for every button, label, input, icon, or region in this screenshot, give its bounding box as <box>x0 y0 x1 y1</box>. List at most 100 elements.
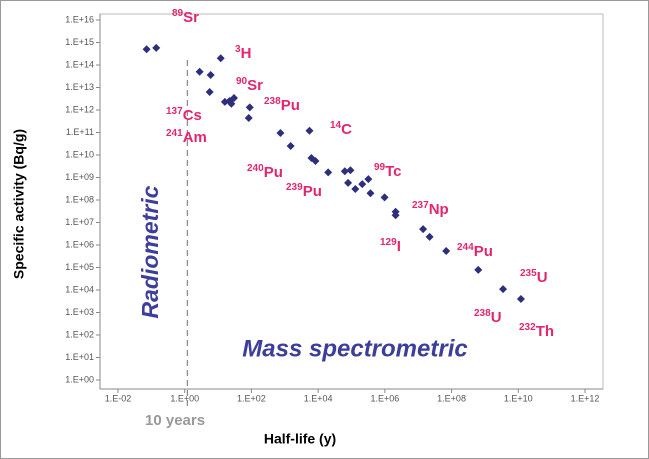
isotope-mass: 14 <box>330 120 342 131</box>
point <box>227 99 236 108</box>
y-tick-label: 1.E+14 <box>65 59 94 69</box>
isotope-mass: 3 <box>235 44 241 55</box>
point <box>305 126 314 135</box>
isotope-label: 99Tc <box>374 162 402 180</box>
point <box>391 211 400 220</box>
isotope-mass: 232 <box>519 322 536 333</box>
x-tick-label: 1.E+08 <box>437 393 466 403</box>
y-tick-label: 1.E+04 <box>65 284 94 294</box>
isotope-mass: 237 <box>412 200 429 211</box>
isotope-symbol: Th <box>536 323 554 340</box>
x-tick-label: 1.E+12 <box>571 393 600 403</box>
isotope-mass: 238 <box>474 308 491 319</box>
isotope-symbol: Np <box>429 201 449 218</box>
y-tick-label: 1.E+02 <box>65 329 94 339</box>
point <box>245 103 254 112</box>
isotope-symbol: I <box>397 238 401 255</box>
isotope-symbol: Sr <box>247 77 263 94</box>
y-tick-label: 1.E+16 <box>65 14 94 24</box>
point <box>276 129 285 138</box>
isotope-label: 239Pu <box>286 182 322 200</box>
x-tick-label: 1.E+00 <box>170 393 199 403</box>
isotope-mass: 241 <box>166 128 183 139</box>
isotope-label: 235U <box>520 268 548 286</box>
point <box>340 167 349 176</box>
isotope-mass: 137 <box>166 106 183 117</box>
point <box>499 285 508 294</box>
isotope-label: 129I <box>380 237 401 255</box>
point <box>364 175 373 184</box>
isotope-symbol: H <box>241 45 252 62</box>
isotope-label: 238U <box>474 308 502 326</box>
point <box>442 247 451 256</box>
isotope-mass: 238 <box>264 96 281 107</box>
isotope-mass: 240 <box>247 163 264 174</box>
point <box>344 178 353 187</box>
point <box>229 94 238 103</box>
point <box>216 54 225 63</box>
x-tick-label: 1.E+02 <box>237 393 266 403</box>
isotope-mass: 89 <box>172 8 184 19</box>
isotope-label: 240Pu <box>247 163 283 181</box>
isotope-mass: 239 <box>286 182 303 193</box>
isotope-label: 14C <box>330 120 352 138</box>
point <box>324 168 333 177</box>
point <box>358 180 367 189</box>
region-label: Radiometric <box>137 185 163 318</box>
isotope-mass: 99 <box>374 162 386 173</box>
isotope-symbol: U <box>491 309 502 326</box>
isotope-symbol: C <box>341 121 352 138</box>
isotope-label: 244Pu <box>457 242 493 260</box>
y-tick-label: 1.E+01 <box>65 352 94 362</box>
point <box>152 43 161 52</box>
y-tick-label: 1.E+08 <box>65 194 94 204</box>
point <box>346 166 355 175</box>
isotope-symbol: Cs <box>183 107 202 124</box>
isotope-symbol: U <box>537 269 548 286</box>
y-tick-label: 1.E+13 <box>65 82 94 92</box>
y-tick-label: 1.E+05 <box>65 262 94 272</box>
isotope-symbol: Pu <box>474 243 493 260</box>
isotope-label: 238Pu <box>264 96 300 114</box>
point <box>205 88 214 97</box>
isotope-mass: 129 <box>380 237 397 248</box>
y-tick-label: 1.E+09 <box>65 172 94 182</box>
isotope-label: 241Am <box>166 128 207 146</box>
isotope-label: 90Sr <box>236 76 263 94</box>
x-axis-label: Half-life (y) <box>264 431 336 447</box>
point <box>425 232 434 241</box>
y-tick-label: 1.E+15 <box>65 37 94 47</box>
y-axis-label: Specific activity (Bq/g) <box>11 129 27 279</box>
point <box>142 45 151 54</box>
isotope-label: 89Sr <box>172 8 199 26</box>
isotope-mass: 90 <box>236 76 248 87</box>
x-tick-label: 1.E+04 <box>304 393 333 403</box>
y-tick-label: 1.E+12 <box>65 104 94 114</box>
isotope-symbol: Pu <box>281 97 300 114</box>
region-label: Mass spectrometric <box>242 335 467 362</box>
isotope-mass: 244 <box>457 242 474 253</box>
point <box>244 114 253 123</box>
y-tick-label: 1.E+00 <box>65 374 94 384</box>
isotope-label: 232Th <box>519 322 554 340</box>
point <box>516 294 525 303</box>
isotope-symbol: Sr <box>183 9 199 26</box>
y-tick-label: 1.E+07 <box>65 217 94 227</box>
isotope-symbol: Am <box>183 129 207 146</box>
y-tick-label: 1.E+06 <box>65 239 94 249</box>
point <box>474 265 483 274</box>
y-tick-label: 1.E+10 <box>65 149 94 159</box>
point <box>206 70 215 79</box>
point <box>419 225 428 234</box>
x-tick-label: 1.E+06 <box>370 393 399 403</box>
point <box>311 157 320 166</box>
isotope-label: 137Cs <box>166 106 202 124</box>
y-tick-label: 1.E+03 <box>65 307 94 317</box>
point <box>380 193 389 202</box>
isotope-symbol: Tc <box>385 163 401 180</box>
isotope-mass: 235 <box>520 268 537 279</box>
x-tick-label: 1.E-02 <box>105 393 132 403</box>
isotope-symbol: Pu <box>303 183 322 200</box>
point <box>286 142 295 151</box>
